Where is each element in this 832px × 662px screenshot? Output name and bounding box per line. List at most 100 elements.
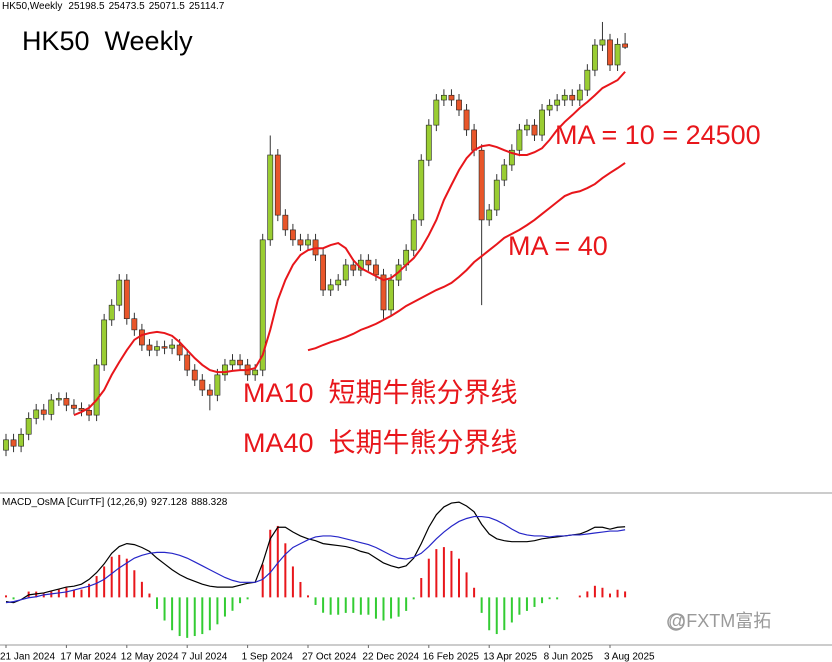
histogram-bar <box>624 591 627 598</box>
candle-body <box>10 439 17 447</box>
candle-body <box>463 109 470 131</box>
candle-body <box>259 239 266 371</box>
candle-body <box>191 369 198 381</box>
candle-body <box>282 214 289 231</box>
candle-body <box>48 399 55 415</box>
histogram-bar <box>88 583 91 598</box>
candle-body <box>335 279 342 286</box>
candle-body <box>289 229 296 241</box>
histogram-bar <box>495 597 498 635</box>
histogram-bar <box>246 597 249 600</box>
candle-body <box>206 389 213 396</box>
candle-body <box>161 346 168 349</box>
candle-body <box>63 398 70 406</box>
histogram-bar <box>72 589 75 598</box>
candle-body <box>388 279 394 311</box>
candle-body <box>478 149 485 221</box>
histogram-bar <box>12 597 15 600</box>
histogram-bar <box>450 550 453 598</box>
histogram-bar <box>556 597 559 600</box>
candle-body <box>139 329 145 346</box>
histogram-bar <box>314 597 317 605</box>
histogram-bar <box>412 597 415 600</box>
header-close: 25114.7 <box>189 1 225 12</box>
candle-body <box>516 129 523 151</box>
histogram-bar <box>616 589 619 598</box>
candle-body <box>607 39 613 66</box>
candle-body <box>3 439 9 451</box>
histogram-bar <box>586 591 589 598</box>
histogram-bar <box>125 558 128 598</box>
candle-body <box>350 264 357 271</box>
histogram-bar <box>518 597 521 615</box>
annotation: MA = 10 = 24500 <box>555 120 761 150</box>
x-tick-label: 17 Mar 2024 <box>60 652 117 662</box>
candle-body <box>456 99 462 111</box>
candle-body <box>342 264 349 281</box>
histogram-bar <box>525 597 528 611</box>
histogram-bar <box>133 570 136 598</box>
histogram-bar <box>178 597 181 637</box>
candle-body <box>252 369 259 376</box>
histogram-bar <box>405 597 408 611</box>
histogram-bar <box>80 589 83 598</box>
histogram-bar <box>156 597 158 609</box>
candle-body <box>237 359 243 366</box>
signal-value: 888.328 <box>191 497 228 508</box>
candle-body <box>78 408 85 411</box>
histogram-bar <box>374 597 377 619</box>
signal-line <box>5 515 626 604</box>
candle-body <box>184 354 191 371</box>
x-tick-label: 22 Dec 2024 <box>362 652 419 662</box>
histogram-bar <box>140 581 143 598</box>
candle-body <box>418 159 425 221</box>
candle-body <box>274 154 281 216</box>
x-tick-label: 13 Apr 2025 <box>483 652 537 662</box>
candle-body <box>614 43 621 66</box>
candle-body <box>380 274 387 311</box>
histogram-bar <box>5 595 7 598</box>
histogram-bar <box>186 597 189 638</box>
candle-body <box>486 209 493 221</box>
histogram-bar <box>344 597 347 613</box>
header-high: 25473.5 <box>109 1 146 12</box>
histogram-bar <box>465 572 468 598</box>
moving-average <box>307 162 626 352</box>
histogram-bar <box>208 597 211 631</box>
candle-body <box>433 99 440 126</box>
histogram-bar <box>458 558 460 598</box>
candle-body <box>327 284 334 291</box>
moving-average <box>73 71 626 417</box>
histogram-bar <box>110 556 113 598</box>
histogram-bar <box>609 593 611 598</box>
watermark-logo <box>667 613 685 631</box>
histogram-bar <box>322 597 325 613</box>
histogram-bar <box>223 597 226 617</box>
histogram-bar <box>397 597 400 617</box>
candle-body <box>55 398 62 401</box>
candle-body <box>229 359 236 366</box>
histogram-bar <box>420 578 423 598</box>
candle-body <box>448 94 455 101</box>
histogram-bar <box>95 576 98 598</box>
candle-body <box>86 410 92 416</box>
candle-body <box>18 433 24 447</box>
watermark: @FXTM富拓 <box>668 611 771 631</box>
histogram-bar <box>352 597 355 613</box>
x-tick-label: 8 Jun 2025 <box>544 652 594 662</box>
candle-body <box>116 279 123 306</box>
candle-body <box>599 39 606 46</box>
candle-body <box>33 409 40 419</box>
macd-line <box>5 501 626 604</box>
histogram-bar <box>510 597 513 623</box>
histogram-bar <box>382 597 385 621</box>
macd-value: 927.128 <box>151 497 188 508</box>
histogram-bar <box>163 597 166 621</box>
candle-body <box>108 304 115 321</box>
candle-body <box>123 279 130 320</box>
histogram-bar <box>548 597 551 600</box>
candle-body <box>146 344 153 351</box>
histogram-bar <box>201 597 204 635</box>
